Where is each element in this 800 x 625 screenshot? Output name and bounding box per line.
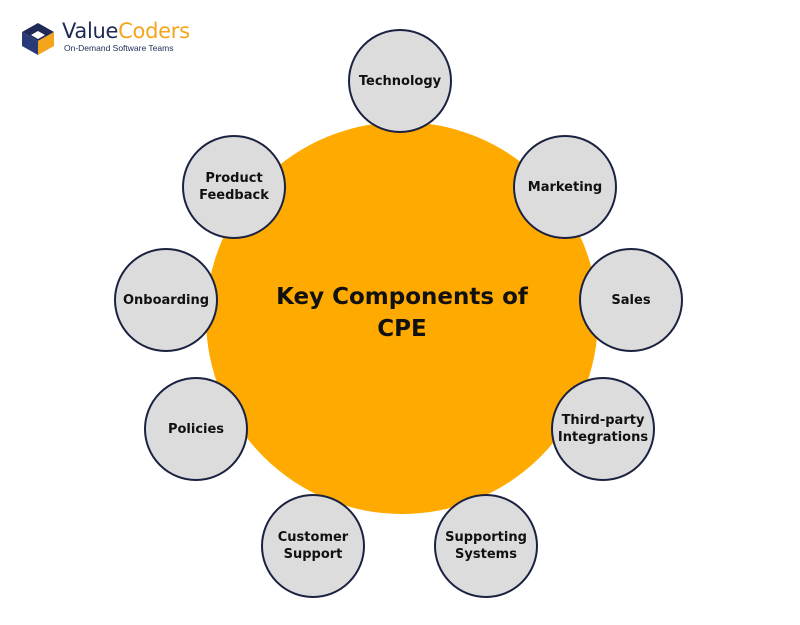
component-label: Customer Support [277, 530, 349, 562]
component-label: Policies [167, 421, 225, 437]
component-label: Supporting Systems [445, 530, 527, 562]
component-supporting-systems: Supporting Systems [434, 494, 538, 598]
component-label: Onboarding [122, 292, 210, 308]
component-policies: Policies [144, 377, 248, 481]
component-customer-support: Customer Support [261, 494, 365, 598]
logo-wordmark: ValueCoders [62, 18, 190, 44]
component-label: Product Feedback [199, 171, 269, 203]
valuecoders-logo[interactable]: ValueCoders On-Demand Software Teams [18, 16, 198, 60]
component-third-party-integrations: Third-party Integrations [551, 377, 655, 481]
component-marketing: Marketing [513, 135, 617, 239]
component-onboarding: Onboarding [114, 248, 218, 352]
component-label: Third-party Integrations [557, 413, 649, 445]
component-label: Technology [358, 73, 442, 89]
logo-wordmark-coders: Coders [118, 19, 190, 43]
logo-wordmark-value: Value [62, 19, 119, 43]
valuecoders-logo-icon [22, 23, 54, 55]
logo-tagline: On-Demand Software Teams [64, 43, 174, 53]
component-sales: Sales [579, 248, 683, 352]
component-product-feedback: Product Feedback [182, 135, 286, 239]
component-label: Sales [611, 292, 651, 308]
component-technology: Technology [348, 29, 452, 133]
center-title: Key Components of CPE [276, 284, 528, 342]
component-label: Marketing [527, 179, 603, 195]
